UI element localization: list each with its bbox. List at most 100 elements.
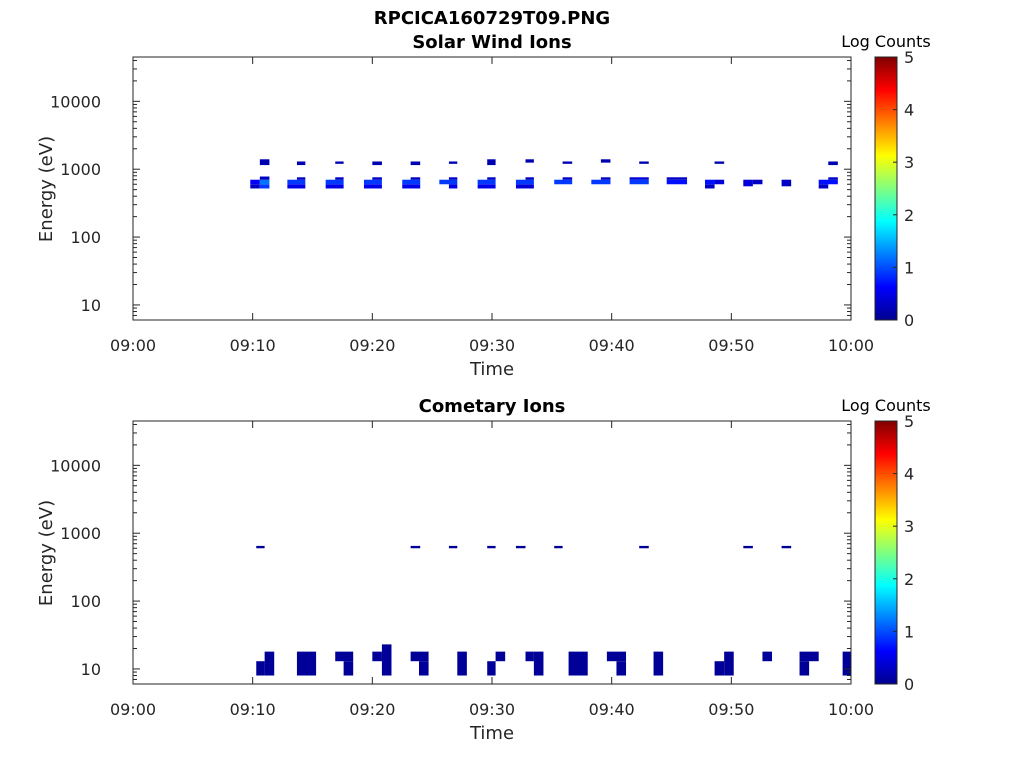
colorbar-tick-label: 2 <box>904 570 914 589</box>
y-tick-label: 100 <box>70 592 101 611</box>
heatmap-cell <box>381 644 392 676</box>
heatmap-cell <box>828 177 838 180</box>
x-tick-label: 09:40 <box>589 700 635 719</box>
heatmap-cell <box>287 184 306 189</box>
colorbar-label: Log Counts <box>841 396 931 415</box>
y-axis-label: Energy (eV) <box>36 136 57 242</box>
heatmap-cell <box>335 177 344 180</box>
y-tick-label: 1000 <box>60 524 101 543</box>
heatmap-cell <box>410 651 429 662</box>
colorbar-tick-label: 1 <box>904 622 914 641</box>
heatmap-cell <box>743 545 753 549</box>
heatmap-cell <box>666 179 688 185</box>
heatmap-cells <box>250 159 838 189</box>
heatmap-cell <box>259 184 270 189</box>
heatmap-cell <box>487 661 496 676</box>
heatmap-cell <box>487 159 496 166</box>
x-tick-label: 09:30 <box>469 700 515 719</box>
heatmap-cell <box>256 661 265 676</box>
x-axis-label: Time <box>469 723 514 744</box>
heatmap-cell <box>515 545 526 549</box>
heatmap-cell <box>448 184 458 189</box>
x-tick-label: 09:00 <box>110 700 156 719</box>
heatmap-cell <box>533 651 544 676</box>
heatmap-cell <box>743 179 753 187</box>
x-tick-label: 09:40 <box>589 336 635 355</box>
colorbar <box>874 420 898 685</box>
heatmap-cell <box>606 651 627 662</box>
heatmap-cell <box>714 179 725 185</box>
x-tick-label: 09:10 <box>230 336 276 355</box>
plot-area <box>133 421 851 684</box>
heatmap-cell <box>591 179 611 185</box>
heatmap-cell <box>515 179 534 185</box>
heatmap-cell <box>818 179 838 185</box>
x-tick-label: 10:00 <box>828 336 874 355</box>
heatmap-cell <box>724 651 734 676</box>
heatmap-cell <box>762 651 773 662</box>
colorbar-tick-label: 0 <box>904 311 914 330</box>
figure-title: RPCICA160729T09.PNG <box>374 8 610 29</box>
heatmap-cell <box>402 184 421 189</box>
heatmap-cell <box>410 161 421 166</box>
x-tick-label: 09:20 <box>349 700 395 719</box>
heatmap-cell <box>372 651 382 662</box>
heatmap-cell <box>296 177 306 180</box>
heatmap-cell <box>457 651 467 676</box>
heatmap-cell <box>448 177 458 180</box>
colorbar-tick-label: 0 <box>904 675 914 694</box>
colorbar-tick-label: 4 <box>904 465 914 484</box>
cometary-panel: Cometary Ions Log Counts Time Energy (eV… <box>36 396 931 744</box>
heatmap-cell <box>600 177 611 180</box>
heatmap-cell <box>629 177 649 180</box>
heatmap-cell <box>616 661 627 676</box>
heatmap-cell <box>410 177 421 180</box>
y-tick-label: 1000 <box>60 160 101 179</box>
heatmap-cell <box>287 179 306 185</box>
heatmap-cell <box>264 651 275 676</box>
heatmap-cell <box>752 179 763 185</box>
heatmap-cell <box>487 177 496 180</box>
heatmap-cell <box>639 161 649 164</box>
heatmap-cell <box>448 545 458 549</box>
heatmap-cell <box>828 161 838 166</box>
heatmap-cell <box>781 179 792 187</box>
heatmap-cell <box>372 177 382 180</box>
y-tick-label: 10000 <box>50 456 101 475</box>
heatmap-cells <box>256 545 851 676</box>
x-tick-label: 09:10 <box>230 700 276 719</box>
heatmap-cell <box>666 177 688 180</box>
y-tick-label: 10 <box>81 296 101 315</box>
colorbar-tick-label: 2 <box>904 206 914 225</box>
heatmap-cell <box>525 651 534 662</box>
x-tick-label: 09:50 <box>708 700 754 719</box>
x-axis-label: Time <box>469 359 514 380</box>
colorbar-label: Log Counts <box>841 32 931 51</box>
heatmap-cell <box>296 651 317 676</box>
heatmap-cell <box>562 177 573 180</box>
heatmap-cell <box>554 179 573 185</box>
x-tick-label: 09:50 <box>708 336 754 355</box>
heatmap-cell <box>818 184 829 189</box>
heatmap-cell <box>372 161 382 166</box>
y-tick-label: 10 <box>81 660 101 679</box>
heatmap-cell <box>296 161 306 166</box>
heatmap-cell <box>259 159 270 166</box>
heatmap-cell <box>477 184 496 189</box>
heatmap-cell <box>799 651 819 662</box>
y-tick-label: 100 <box>70 228 101 247</box>
panel-title: Cometary Ions <box>419 396 566 417</box>
heatmap-cell <box>495 651 506 662</box>
heatmap-cell <box>439 179 458 185</box>
colorbar-tick-label: 5 <box>904 48 914 67</box>
heatmap-cell <box>525 159 534 163</box>
heatmap-cell <box>250 184 260 189</box>
heatmap-cell <box>487 545 496 549</box>
colorbar-tick-label: 5 <box>904 412 914 431</box>
colorbar-tick-label: 3 <box>904 517 914 536</box>
heatmap-cell <box>781 545 792 549</box>
heatmap-cell <box>600 159 611 163</box>
panel-title: Solar Wind Ions <box>412 32 571 53</box>
heatmap-cell <box>335 161 344 164</box>
heatmap-cell <box>448 161 458 164</box>
